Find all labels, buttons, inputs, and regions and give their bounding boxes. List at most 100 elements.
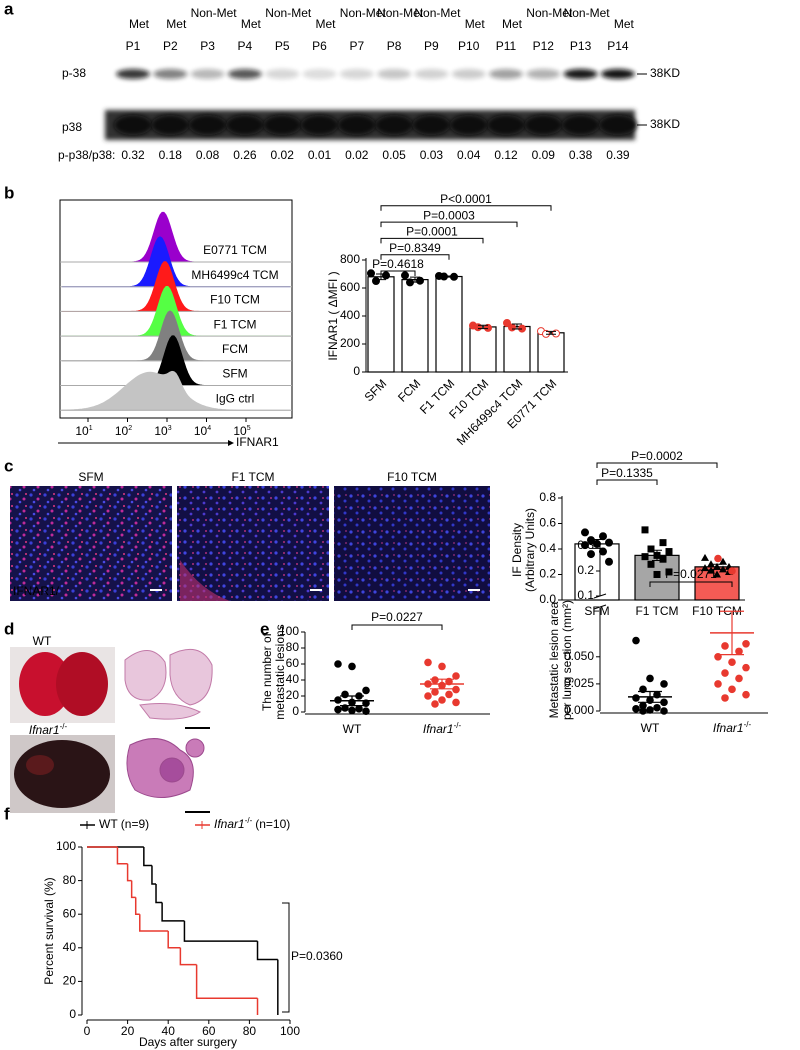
survival-step bbox=[183, 920, 258, 942]
data-point bbox=[714, 652, 722, 661]
data-point bbox=[647, 560, 655, 568]
band-p-p38 bbox=[489, 69, 523, 79]
patient-label: P13 bbox=[570, 39, 592, 53]
data-point bbox=[735, 647, 743, 656]
sample-label: MH6499c4 TCM bbox=[191, 268, 278, 282]
p-value: P=0.0227 bbox=[371, 610, 423, 624]
data-point bbox=[382, 271, 390, 280]
data-point bbox=[452, 672, 460, 680]
data-point bbox=[452, 685, 460, 694]
group-label: Non-Met bbox=[564, 6, 611, 20]
significance-bracket bbox=[380, 270, 416, 276]
x-tick-label-sup: -/- bbox=[744, 720, 752, 729]
band-p38 bbox=[487, 115, 525, 135]
patient-label: P1 bbox=[126, 39, 141, 53]
patient-label: P12 bbox=[533, 39, 555, 53]
sample-label: F1 TCM bbox=[213, 317, 256, 331]
data-point bbox=[665, 548, 673, 556]
y-axis-title: Metastatic lesion area bbox=[547, 601, 561, 718]
survival-step bbox=[256, 941, 278, 961]
error-bar bbox=[720, 610, 744, 656]
legend-label-text: WT (n=9) bbox=[99, 817, 149, 831]
sample-label: F10 TCM bbox=[210, 293, 260, 307]
survival-step bbox=[116, 847, 128, 865]
sample-label: IgG ctrl bbox=[216, 391, 255, 405]
data-point bbox=[452, 698, 460, 707]
tick-base: 10 bbox=[75, 424, 89, 438]
tick-exp: 1 bbox=[89, 425, 93, 432]
data-point bbox=[735, 674, 743, 683]
patient-label: P6 bbox=[312, 39, 327, 53]
data-point bbox=[728, 658, 736, 667]
significance-bracket bbox=[649, 581, 733, 587]
y-tick-label: 20 bbox=[63, 974, 77, 988]
patient-label: P2 bbox=[163, 39, 178, 53]
lung-lobe bbox=[56, 652, 108, 716]
y-tick-label: 100 bbox=[279, 624, 299, 638]
genotype-label-sup: -/- bbox=[60, 722, 68, 731]
bar bbox=[469, 326, 497, 373]
significance-bracket bbox=[380, 254, 450, 260]
tick-exp: 4 bbox=[207, 425, 211, 432]
data-point bbox=[438, 696, 446, 704]
p-value: P=0.0360 bbox=[291, 949, 343, 963]
y-axis-title: IF Density bbox=[510, 523, 524, 577]
p-value: P=0.8349 bbox=[389, 241, 441, 255]
y-axis-title: (Arbitrary Units) bbox=[523, 508, 537, 592]
data-point bbox=[605, 557, 613, 566]
image-title: F10 TCM bbox=[387, 470, 437, 484]
y-axis-title: IFNAR1 ( ΔMFI ) bbox=[326, 271, 340, 360]
data-point bbox=[632, 694, 640, 702]
data-point bbox=[646, 674, 654, 683]
data-point bbox=[742, 690, 750, 699]
axis-break bbox=[593, 593, 607, 599]
ratio-value: 0.32 bbox=[121, 148, 145, 162]
ratio-value: 0.12 bbox=[494, 148, 518, 162]
band-p-p38 bbox=[600, 69, 635, 79]
genotype-label: Ifnar1-/- bbox=[29, 722, 68, 738]
band-p38 bbox=[337, 115, 376, 135]
band-p-p38 bbox=[451, 69, 486, 79]
data-point bbox=[503, 319, 511, 327]
data-point bbox=[581, 541, 589, 550]
histogram-frame bbox=[59, 199, 293, 419]
data-point bbox=[646, 706, 654, 714]
ratio-value: 0.01 bbox=[308, 148, 332, 162]
legend-label: WT (n=9) bbox=[99, 817, 149, 831]
y-tick-label: 40 bbox=[63, 940, 77, 954]
ratio-value: 0.08 bbox=[196, 148, 220, 162]
data-point bbox=[639, 707, 647, 715]
p-value: P=0.0002 bbox=[631, 449, 683, 463]
genotype-label-text: WT bbox=[33, 634, 52, 648]
x-tick-label-text: Ifnar1 bbox=[423, 722, 454, 736]
panel-label: e bbox=[260, 619, 269, 638]
y-tick-label: 800 bbox=[340, 252, 360, 266]
histogram-peak bbox=[61, 370, 290, 411]
x-tick-label-text: Ifnar1 bbox=[713, 721, 744, 735]
x-tick-label: SFM bbox=[584, 604, 609, 618]
band-p38 bbox=[188, 115, 227, 135]
band-p-p38 bbox=[563, 69, 598, 79]
error-bar bbox=[478, 324, 488, 330]
x-axis-title: Days after surgery bbox=[139, 1035, 237, 1049]
patient-label: P9 bbox=[424, 39, 439, 53]
y-axis-title: The number of bbox=[260, 632, 274, 711]
data-point bbox=[659, 555, 667, 563]
survival-step bbox=[195, 964, 258, 999]
legend-label-sup: -/- bbox=[245, 816, 253, 825]
y-tick-label: 40 bbox=[286, 672, 300, 686]
survival-step bbox=[139, 914, 169, 932]
row-label: p38 bbox=[62, 120, 82, 134]
data-point bbox=[334, 696, 342, 704]
panel-label: a bbox=[4, 0, 14, 18]
data-point bbox=[581, 528, 589, 537]
ratio-value: 0.26 bbox=[233, 148, 257, 162]
data-point bbox=[431, 688, 439, 696]
patient-label: P4 bbox=[238, 39, 253, 53]
band-p38 bbox=[300, 115, 339, 135]
bar bbox=[503, 325, 531, 373]
data-point bbox=[719, 565, 727, 573]
y-tick-label: 200 bbox=[340, 336, 360, 350]
group-label: Non-Met bbox=[340, 6, 387, 20]
